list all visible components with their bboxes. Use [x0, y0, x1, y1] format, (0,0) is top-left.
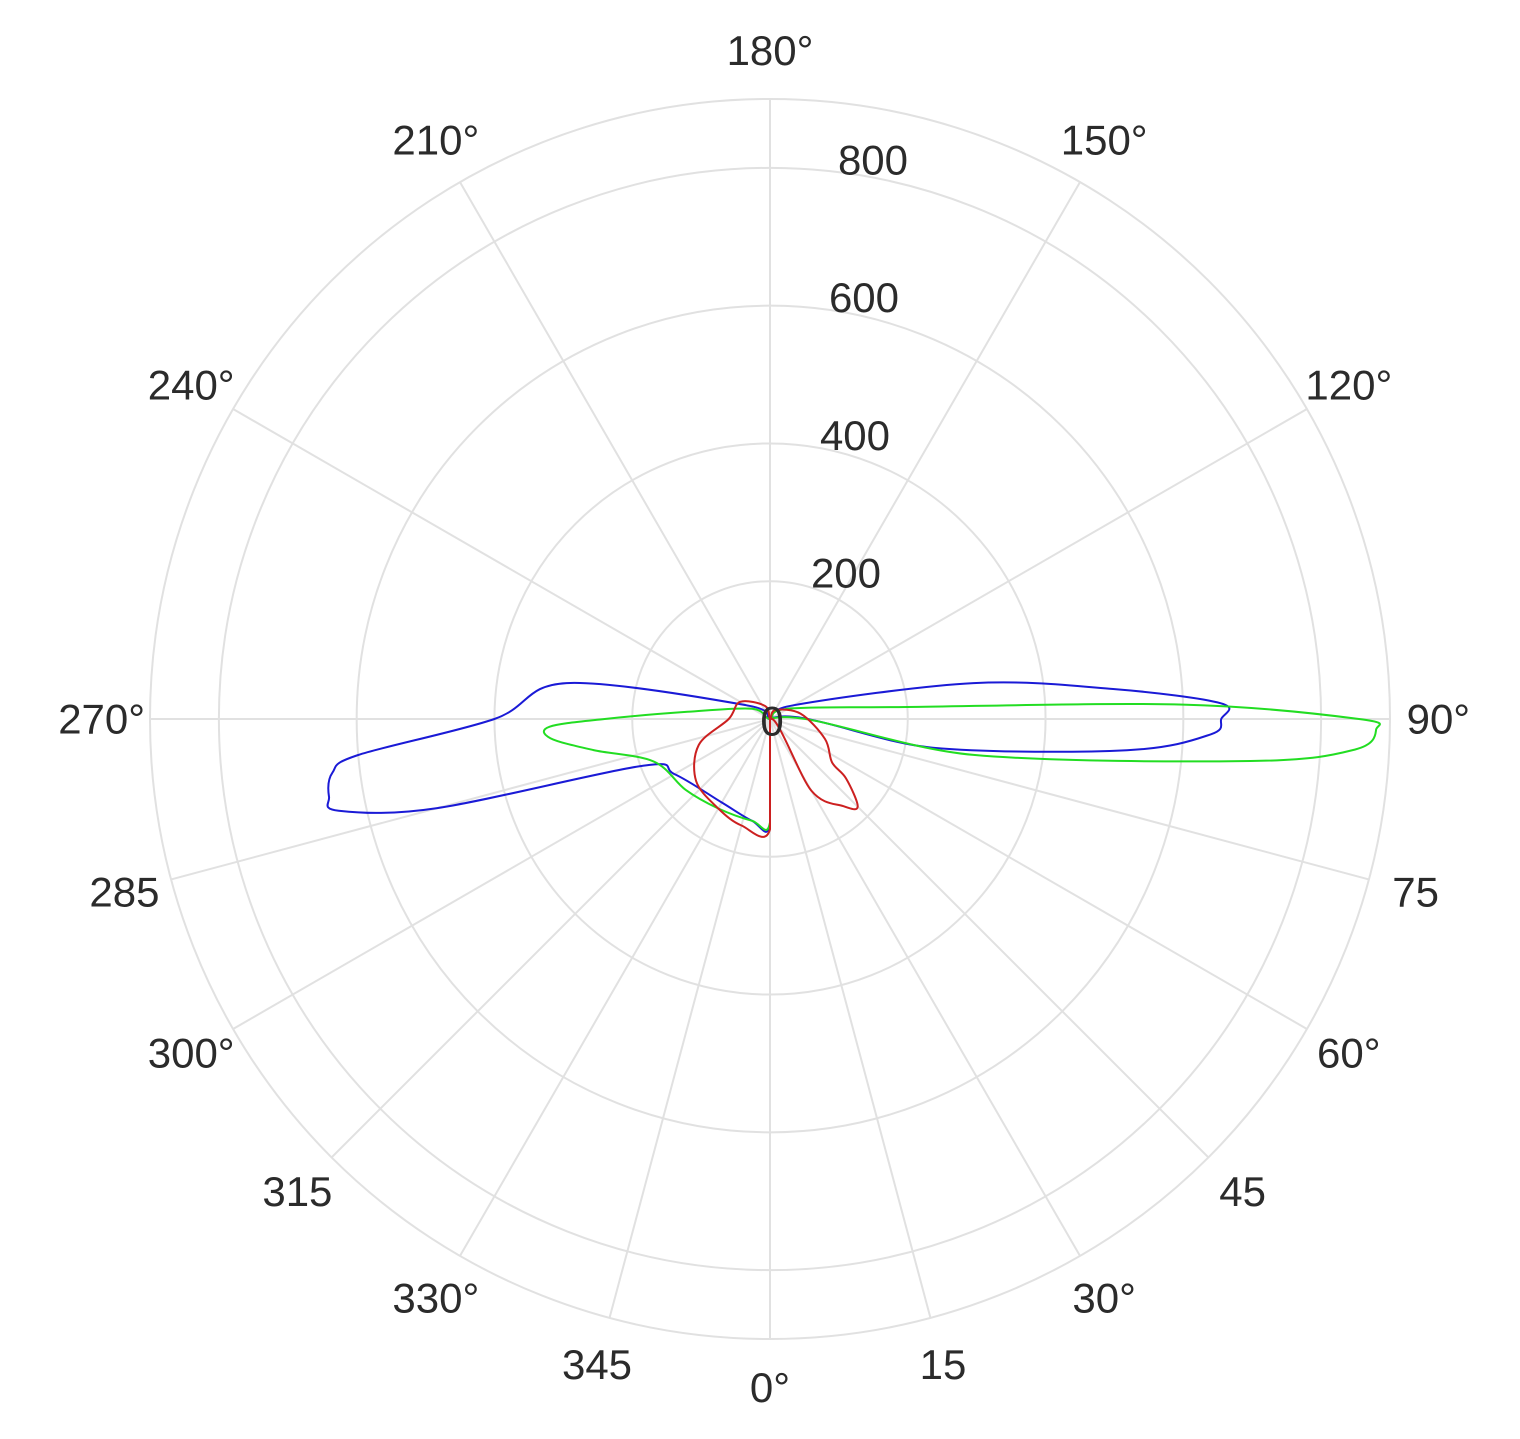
angle-tick-label: 345 — [562, 1341, 632, 1388]
angle-tick-label: 330° — [392, 1274, 479, 1321]
series-layer — [326, 681, 1381, 838]
grid-spoke — [769, 718, 932, 1319]
grid-spoke — [232, 408, 771, 720]
grid-spoke — [232, 718, 771, 1030]
series-line-2 — [542, 703, 1381, 831]
grid-spoke — [769, 408, 1308, 720]
grid-spoke — [330, 718, 771, 1159]
grid-spoke — [459, 181, 771, 720]
angle-tick-label: 45 — [1219, 1168, 1266, 1215]
angle-tick-label: 15 — [920, 1341, 967, 1388]
grid-spoke — [608, 718, 771, 1319]
grid-spoke — [769, 718, 1210, 1159]
grid-spoke — [170, 718, 771, 881]
angle-tick-label: 90° — [1407, 696, 1471, 743]
angle-tick-label: 285 — [89, 868, 159, 915]
angle-tick-label: 30° — [1072, 1274, 1136, 1321]
radial-tick-label: 600 — [829, 274, 899, 321]
grid-spoke — [769, 718, 1081, 1257]
angle-tick-label: 75 — [1392, 868, 1439, 915]
grid-spoke — [769, 181, 1081, 720]
grid-spoke — [769, 718, 1308, 1030]
grid-spoke — [769, 718, 1370, 881]
angle-tick-label: 60° — [1317, 1030, 1381, 1077]
radial-tick-label: 400 — [820, 412, 890, 459]
radial-tick-label: 0 — [760, 698, 783, 745]
angle-tick-label: 120° — [1305, 361, 1392, 408]
series-line-1 — [326, 681, 1231, 833]
series-line-3 — [693, 700, 859, 838]
radial-tick-label: 200 — [811, 550, 881, 597]
radial-tick-labels: 0 200 400 600 800 — [760, 136, 908, 744]
angle-tick-label: 315 — [262, 1168, 332, 1215]
angle-tick-label: 270° — [58, 696, 145, 743]
angle-tick-label: 150° — [1061, 117, 1148, 164]
angle-tick-labels: 0° 15 30° 45 60° 75 90° 120° 150° 180° 210° 240° 270… — [58, 27, 1470, 1411]
angle-tick-label: 0° — [750, 1364, 790, 1411]
angle-tick-label: 180° — [727, 27, 814, 74]
radial-tick-label: 800 — [838, 136, 908, 183]
angle-tick-label: 300° — [148, 1030, 235, 1077]
angle-tick-label: 240° — [148, 361, 235, 408]
angle-tick-label: 210° — [392, 117, 479, 164]
